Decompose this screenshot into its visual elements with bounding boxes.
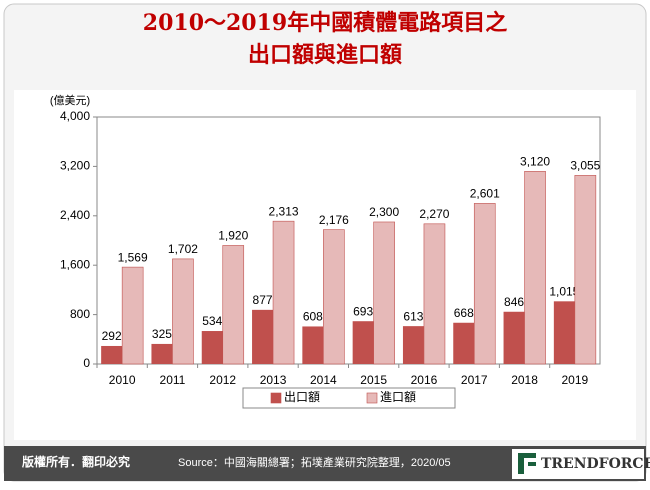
x-tick-label: 2019 — [561, 373, 588, 387]
chart-title: 出口額與進口額 — [248, 42, 402, 68]
bar — [423, 223, 446, 365]
legend-swatch — [366, 392, 378, 404]
x-tick-label: 2011 — [160, 373, 186, 387]
copyright: 版權所有．翻印必究 — [22, 454, 130, 469]
x-tick-label: 2016 — [411, 373, 438, 387]
value-label: 2,300 — [369, 205, 399, 219]
value-label: 693 — [353, 304, 373, 318]
value-label: 2,601 — [470, 187, 500, 201]
x-tick-label: 2012 — [209, 373, 236, 387]
y-tick-label: 1,600 — [60, 257, 90, 271]
bar — [352, 321, 374, 364]
x-tick-label: 2018 — [511, 373, 538, 387]
bar — [172, 258, 194, 365]
bar — [151, 343, 173, 364]
bar — [252, 309, 274, 364]
bar — [453, 322, 475, 364]
value-label: 2,176 — [319, 213, 349, 227]
value-label: 3,120 — [520, 155, 550, 169]
value-label: 877 — [253, 293, 273, 307]
bar — [473, 203, 496, 365]
value-label: 1,702 — [168, 242, 198, 256]
y-tick-label: 800 — [70, 307, 90, 321]
bar — [121, 266, 144, 365]
bar — [524, 171, 546, 365]
bar — [101, 345, 123, 364]
bar — [302, 326, 324, 364]
value-label: 846 — [504, 295, 524, 309]
logo-text: TRENDFORCE — [541, 456, 650, 472]
legend-label: 進口額 — [380, 390, 416, 404]
bar — [373, 221, 395, 365]
value-label: 1,920 — [218, 229, 248, 243]
bar — [503, 311, 525, 364]
x-tick-label: 2017 — [461, 373, 488, 387]
x-tick-label: 2015 — [360, 373, 387, 387]
bar — [222, 245, 245, 365]
logo-mark — [518, 453, 536, 474]
legend-label: 出口額 — [284, 390, 320, 404]
value-label: 1,569 — [118, 250, 148, 264]
value-label: 2,313 — [269, 204, 299, 218]
chart-title: 2010～2019年中國積體電路項目之 — [143, 10, 507, 36]
unit-label: (億美元) — [50, 94, 90, 107]
value-label: 3,055 — [570, 159, 600, 173]
x-tick-label: 2013 — [260, 373, 287, 387]
legend-swatch — [270, 392, 282, 404]
y-tick-label: 4,000 — [60, 109, 90, 123]
x-tick-label: 2010 — [109, 373, 136, 387]
value-label: 668 — [454, 306, 474, 320]
value-label: 2,270 — [419, 207, 449, 221]
bar — [272, 220, 295, 365]
value-label: 1,015 — [549, 284, 579, 298]
source: Source：中國海關總署；拓墣產業研究院整理，2020/05 — [178, 455, 451, 469]
x-tick-label: 2014 — [310, 373, 337, 387]
legend — [242, 387, 456, 409]
y-tick-label: 0 — [83, 356, 90, 370]
bar — [201, 331, 223, 364]
bar — [402, 326, 424, 364]
value-label: 292 — [102, 329, 122, 343]
y-tick-label: 2,400 — [60, 208, 90, 222]
bar — [574, 175, 597, 365]
bar — [553, 301, 575, 364]
y-tick-label: 3,200 — [60, 159, 90, 173]
value-label: 325 — [152, 327, 172, 341]
value-label: 613 — [403, 309, 423, 323]
value-label: 608 — [303, 310, 323, 324]
bar — [323, 229, 345, 365]
value-label: 534 — [202, 314, 222, 328]
